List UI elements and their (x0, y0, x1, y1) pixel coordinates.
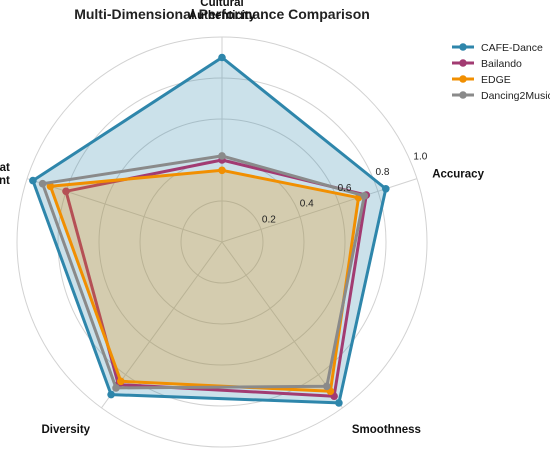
axis-label-line: Diversity (42, 424, 91, 436)
radial-tick-label: 0.2 (262, 214, 276, 225)
series-edge-line (48, 168, 360, 393)
legend-label: EDGE (481, 74, 511, 86)
axis-label-cultural-authenticity: Cultural Authenticity (189, 0, 256, 22)
series-cafe-dance-point-cultural-authenticity (218, 53, 226, 62)
legend: CAFE-Dance Bailando EDGE Dancing2Music (452, 42, 550, 102)
legend-item-dancing2music: Dancing2Music (452, 90, 550, 102)
series-bailando-point-beat-alignment (62, 187, 70, 196)
axis-label-accuracy: Accuracy (432, 169, 484, 181)
legend-item-edge: EDGE (452, 74, 511, 86)
series-dancing2music-point-diversity (112, 384, 120, 392)
radar-grid (16, 36, 428, 448)
radial-tick-label: 0.6 (338, 183, 352, 194)
legend-label: Bailando (481, 58, 522, 70)
legend-swatch-marker (459, 59, 467, 67)
radar-labels: 0.2 0.4 0.6 0.8 1.0 Accuracy Cultural Authentic… (0, 0, 485, 436)
axis-label-line: Alignment (0, 175, 10, 187)
legend-item-bailando: Bailando (452, 58, 522, 70)
axis-label-line: Beat (0, 162, 10, 174)
chart-title: Multi-Dimensional Performance Comparison (74, 6, 370, 22)
series-dancing2music-line (41, 154, 366, 390)
legend-swatch-marker (459, 91, 467, 99)
series-edge-point-diversity (117, 377, 125, 386)
radial-tick-label: 0.8 (376, 167, 390, 178)
axis-label-line: Cultural (200, 0, 243, 9)
axis-label-diversity: Diversity (42, 424, 91, 436)
grid-spoke (221, 241, 343, 409)
axis-label-smoothness: Smoothness (352, 424, 421, 436)
axis-label-beat-alignment: BeatAlignment (0, 162, 10, 187)
axis-label-line: Accuracy (432, 169, 484, 181)
radial-tick-label: 0.4 (300, 199, 314, 210)
series-edge-point-cultural-authenticity (218, 166, 226, 175)
legend-swatch-marker (459, 43, 467, 51)
legend-swatch-marker (459, 75, 467, 83)
series-dancing2music-point-accuracy (360, 192, 369, 200)
series-bailando-line (64, 158, 368, 398)
series-cafe-dance-line (31, 56, 388, 405)
legend-label: Dancing2Music (481, 90, 550, 102)
series-dancing2music-point-cultural-authenticity (218, 152, 226, 160)
series-edge-point-beat-alignment (46, 182, 55, 191)
series-dancing2music-point-beat-alignment (38, 179, 47, 188)
series-cafe-dance-point-beat-alignment (29, 176, 37, 185)
legend-item-cafe-dance: CAFE-Dance (452, 42, 543, 54)
series-cafe-dance-point-accuracy (382, 185, 390, 193)
radar-series (29, 53, 390, 407)
series-cafe-dance-point-diversity (107, 390, 115, 399)
axis-label-line: Smoothness (352, 424, 421, 436)
series-cafe-dance-point-smoothness (335, 399, 343, 407)
axis-label-line: Authenticity (189, 10, 256, 22)
series-dancing2music-point-smoothness (323, 382, 331, 391)
legend-label: CAFE-Dance (481, 42, 543, 54)
grid-spoke (26, 178, 223, 243)
radial-tick-label: 1.0 (413, 152, 427, 163)
